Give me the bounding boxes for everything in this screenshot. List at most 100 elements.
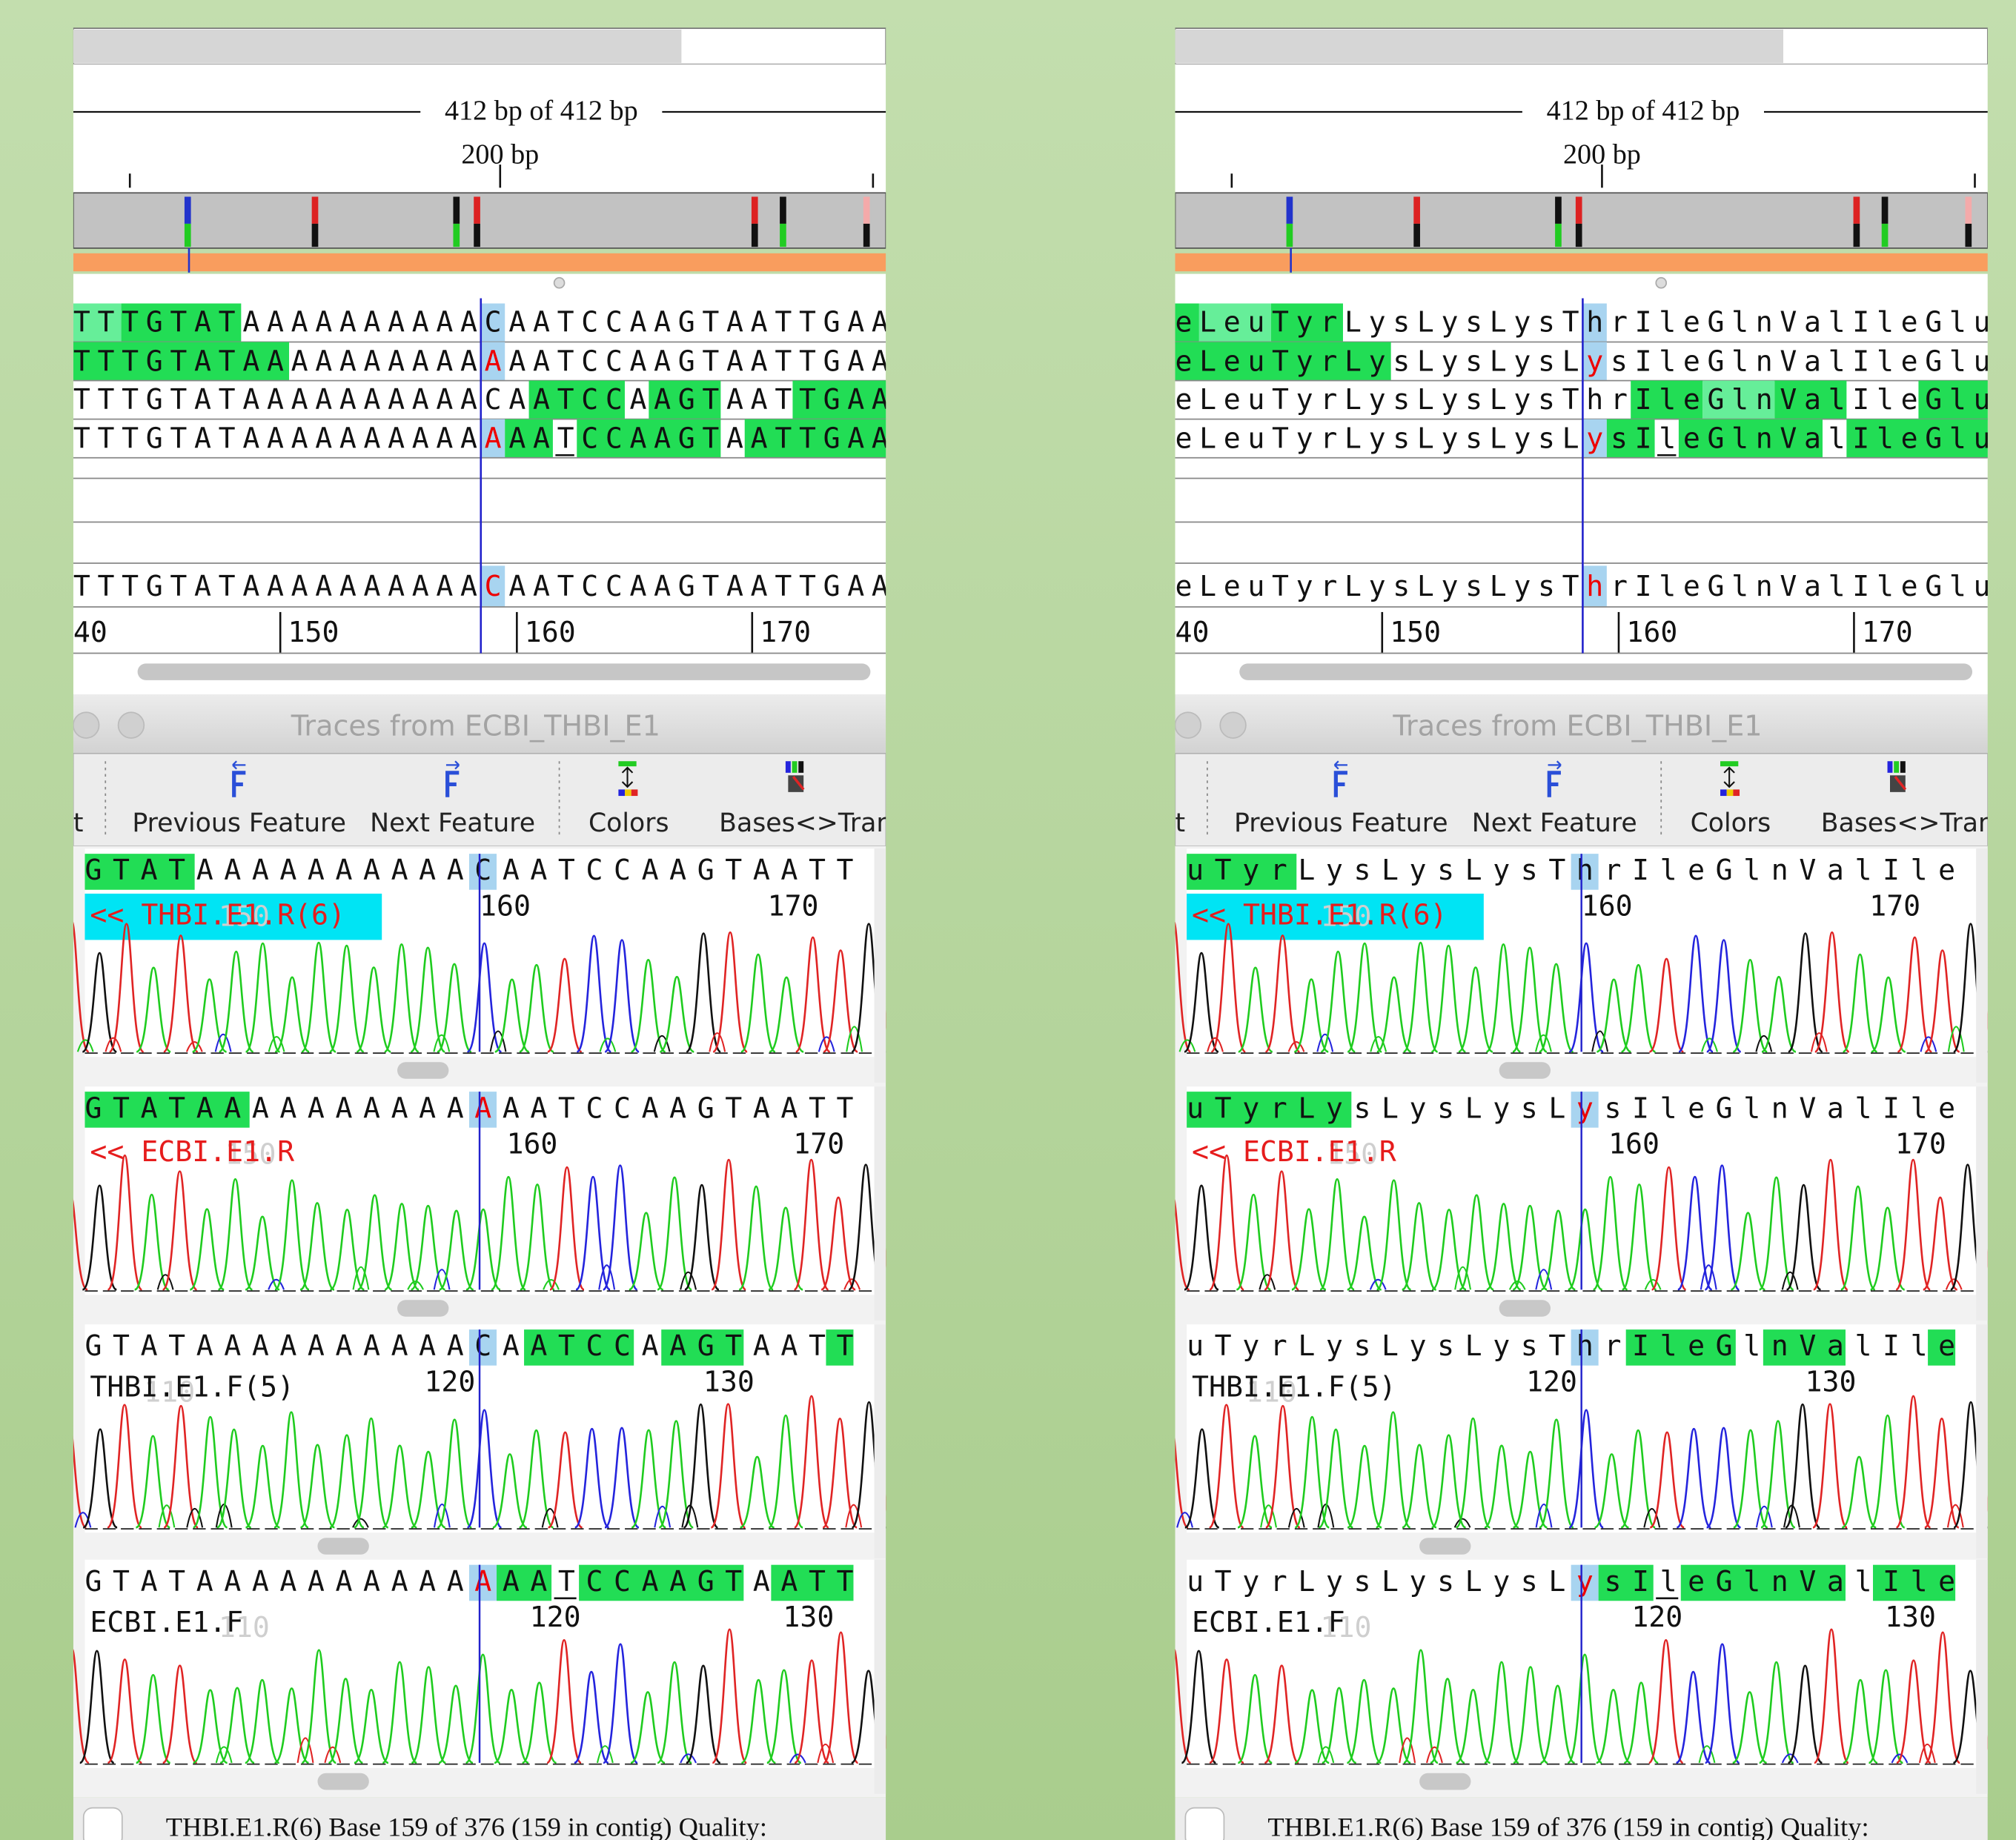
base: G — [823, 569, 840, 602]
base: u — [1187, 1564, 1204, 1597]
icon-bases[interactable] — [1894, 761, 1899, 773]
status-text: THBI.E1.R(6) Base 159 of 376 (159 in con… — [1267, 1812, 1869, 1840]
base: I — [1852, 569, 1869, 602]
base: A — [339, 569, 357, 602]
base: G — [1925, 569, 1942, 602]
trace-gutter — [1976, 1324, 1988, 1558]
icon-colors[interactable] — [618, 789, 625, 796]
base: A — [669, 1564, 686, 1597]
base: L — [1199, 345, 1216, 377]
toolbar-label[interactable]: Next Feature — [370, 808, 535, 838]
header-area — [73, 64, 886, 193]
trace-position: 120 — [530, 1601, 581, 1633]
base: r — [1320, 569, 1337, 602]
status-checkbox[interactable] — [1185, 1808, 1224, 1840]
base: l — [1743, 1092, 1760, 1124]
toolbar-label[interactable]: Previous Feature — [1234, 808, 1448, 838]
trace-scroll-thumb[interactable] — [317, 1773, 368, 1790]
toolbar-label[interactable]: Colors — [588, 808, 669, 838]
window-button[interactable] — [1220, 712, 1246, 738]
base: L — [1465, 1092, 1482, 1124]
icon-bases[interactable] — [798, 761, 803, 773]
base: A — [726, 569, 743, 602]
base: n — [1756, 569, 1773, 602]
base: T — [73, 569, 90, 602]
base: n — [1756, 422, 1773, 454]
base: a — [1827, 1092, 1844, 1124]
base: e — [1901, 422, 1918, 454]
scrollbar-thumb[interactable] — [1239, 663, 1972, 680]
base: A — [436, 345, 453, 377]
base: l — [1911, 1564, 1928, 1597]
window-button[interactable] — [73, 712, 99, 738]
trace-position: 170 — [793, 1128, 844, 1160]
icon-colors[interactable] — [625, 789, 631, 796]
base: l — [1731, 569, 1748, 602]
base: A — [267, 569, 284, 602]
base: A — [630, 569, 647, 602]
trace-scroll-thumb[interactable] — [1419, 1773, 1470, 1790]
icon-colors[interactable] — [618, 761, 636, 766]
trace-scroll-thumb[interactable] — [1499, 1062, 1551, 1079]
icon-colors[interactable] — [1733, 789, 1740, 796]
toolbar-label[interactable]: Colors — [1691, 808, 1771, 838]
variant-bar — [1555, 196, 1562, 223]
base: T — [799, 422, 816, 454]
icon-bases[interactable] — [786, 761, 791, 773]
window-button[interactable] — [1176, 712, 1201, 738]
status-checkbox[interactable] — [84, 1808, 122, 1840]
icon-colors[interactable] — [631, 789, 638, 796]
variant-bar — [752, 224, 758, 247]
trace-label: THBI.E1.F(5) — [1192, 1370, 1396, 1403]
base: A — [335, 1092, 352, 1124]
base: T — [725, 1092, 742, 1124]
variant-bar — [185, 224, 191, 247]
toolbar-label[interactable]: Bases<>Trans — [719, 808, 906, 838]
trace-scroll-thumb[interactable] — [397, 1300, 448, 1317]
base: e — [1901, 569, 1918, 602]
trace-scroll-thumb[interactable] — [397, 1062, 448, 1079]
variant-bar — [1882, 224, 1889, 247]
scrollbar-thumb[interactable] — [138, 663, 871, 680]
icon-colors[interactable] — [1720, 761, 1738, 766]
base: G — [146, 569, 163, 602]
toolbar-label[interactable]: Previous Feature — [132, 808, 346, 838]
trace-position: 130 — [783, 1601, 834, 1633]
base: y — [1242, 1092, 1259, 1124]
toolbar-label[interactable]: Bases<>Trans — [1821, 808, 2008, 838]
base: L — [1417, 345, 1434, 377]
base: A — [141, 1092, 158, 1124]
base: I — [1883, 1092, 1900, 1124]
trace-scroll-thumb[interactable] — [1499, 1300, 1551, 1317]
icon-bases[interactable] — [1900, 761, 1906, 773]
base: s — [1465, 422, 1482, 454]
toolbar-label[interactable]: Next Feature — [1472, 808, 1637, 838]
base: C — [485, 569, 502, 602]
variant-bar — [863, 224, 870, 247]
base: e — [1683, 345, 1700, 377]
trace-scroll-thumb[interactable] — [1419, 1538, 1470, 1555]
coverage-label: 412 bp of 412 bp — [1547, 95, 1740, 126]
base: A — [460, 569, 477, 602]
icon-colors[interactable] — [1720, 789, 1727, 796]
toolbar-label: t — [73, 808, 84, 838]
base: A — [872, 345, 889, 377]
icon-colors[interactable] — [1727, 789, 1734, 796]
base: s — [1465, 345, 1482, 377]
base: G — [1925, 345, 1942, 377]
base: T — [1215, 1092, 1232, 1124]
sequence-panel: 412 bp of 412 bp200 bpeLeuTyrLysLysLysTh… — [1154, 28, 2016, 1840]
base: V — [1799, 1564, 1816, 1597]
window-button[interactable] — [119, 712, 145, 738]
trace-scroll-thumb[interactable] — [317, 1538, 368, 1555]
base: T — [775, 569, 792, 602]
icon-bases[interactable] — [792, 761, 798, 773]
icon-bases[interactable] — [1888, 761, 1893, 773]
ruler-label: 170 — [760, 616, 811, 648]
base: s — [1465, 569, 1482, 602]
base: G — [697, 1564, 714, 1597]
trace-gutter — [1976, 1086, 1988, 1321]
base: A — [460, 345, 477, 377]
base: A — [364, 345, 381, 377]
base: L — [1465, 1564, 1482, 1597]
